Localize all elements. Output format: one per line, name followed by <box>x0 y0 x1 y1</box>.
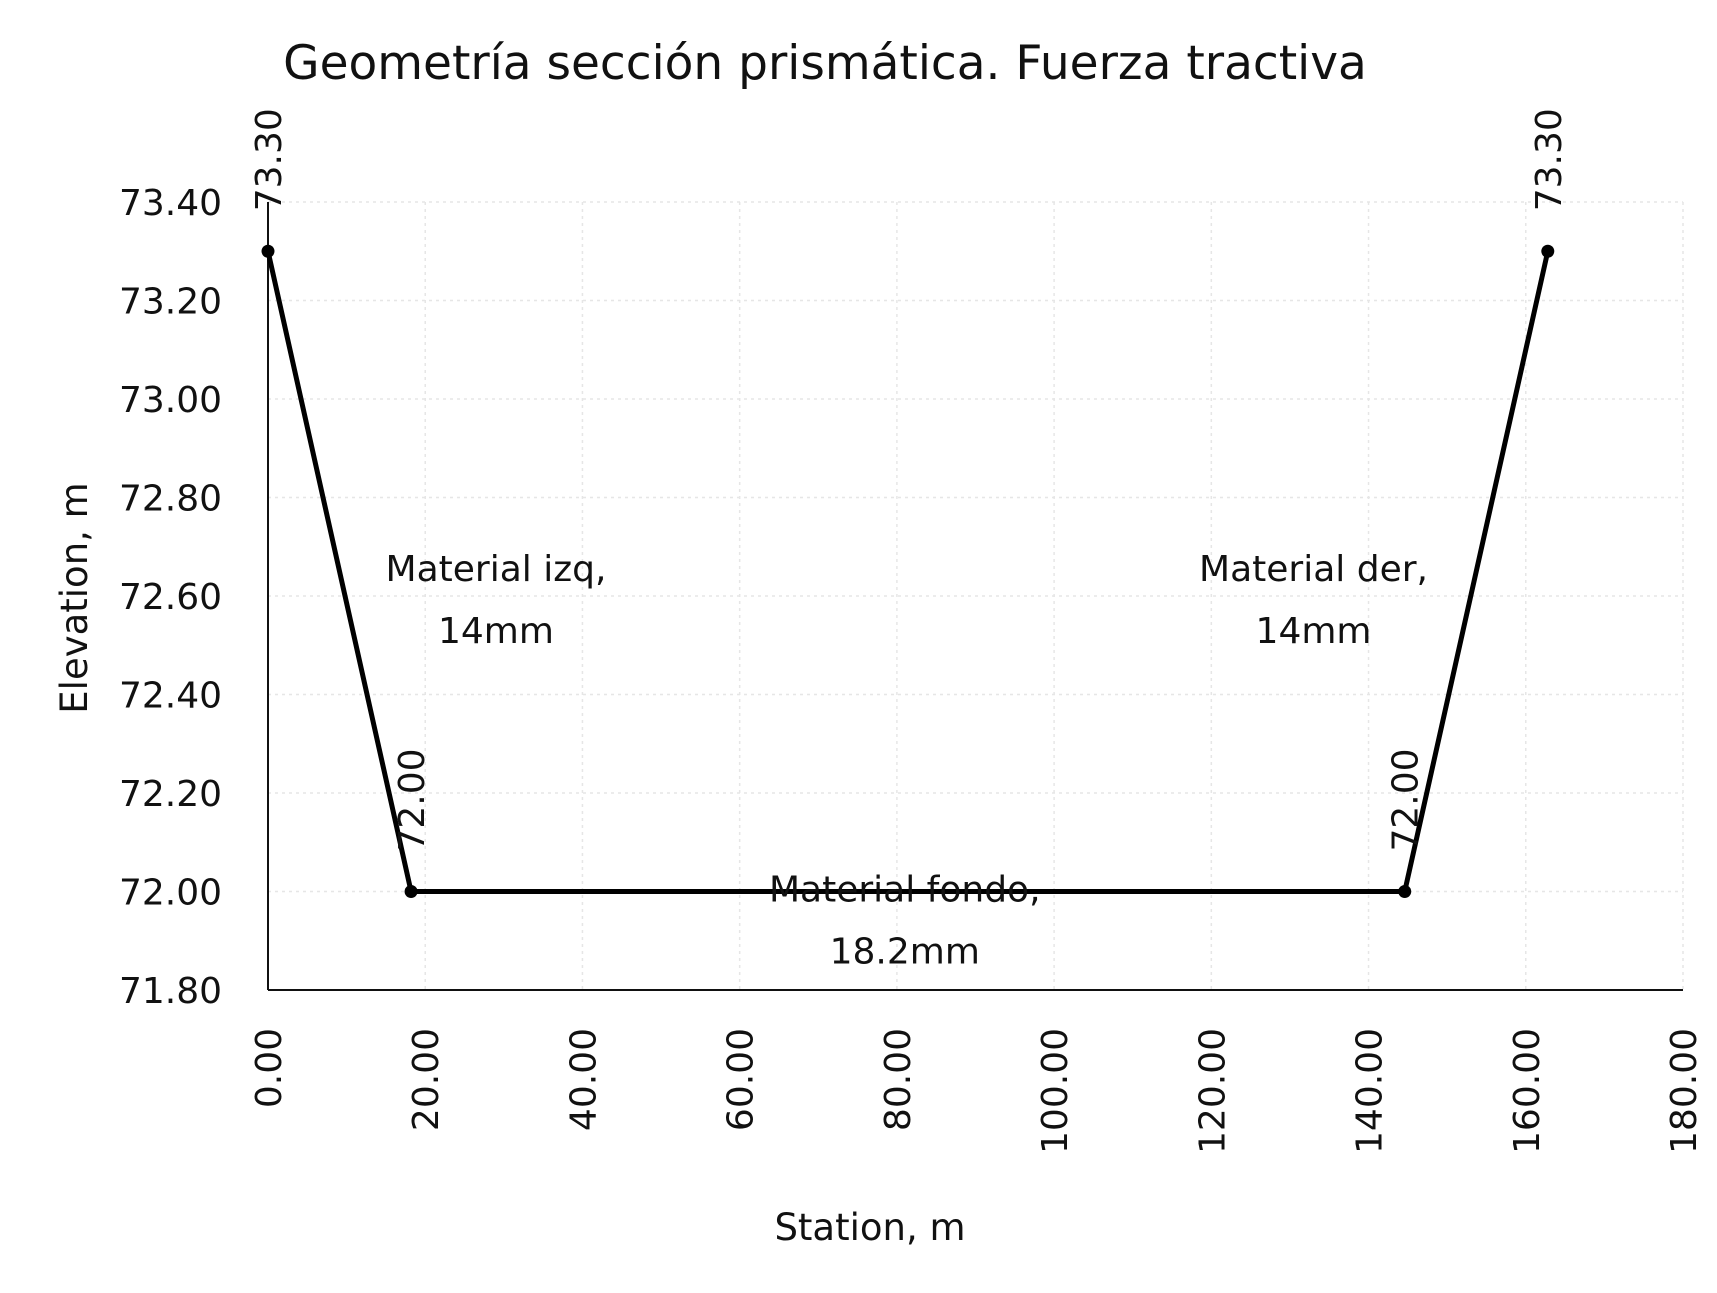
data-point <box>404 885 418 898</box>
series-line <box>265 250 1551 894</box>
data-labels: 73.30 72.00 72.00 73.30 <box>249 108 1570 851</box>
y-tick-label: 72.80 <box>119 479 222 520</box>
y-axis-title: Elevation, m <box>53 482 96 713</box>
annotation-line: Material izq, <box>386 549 607 590</box>
annotation-line: Material fondo, <box>769 869 1041 910</box>
axes <box>267 202 1683 991</box>
y-tick-label: 72.40 <box>119 676 222 717</box>
annotation-line: 18.2mm <box>830 931 980 972</box>
x-axis-title: Station, m <box>774 1206 965 1249</box>
data-label: 73.30 <box>1529 108 1570 211</box>
annotation: Material fondo, 18.2mm <box>769 869 1041 972</box>
x-tick-label: 20.00 <box>406 1028 447 1131</box>
x-tick-label: 160.00 <box>1507 1028 1548 1154</box>
y-tick-label: 71.80 <box>119 971 222 1012</box>
annotation-line: 14mm <box>1256 611 1372 652</box>
y-tick-label: 72.00 <box>119 873 222 914</box>
y-tick-labels: 71.80 72.00 72.20 72.40 72.60 72.80 73.00 73.20… <box>119 183 222 1012</box>
data-point <box>261 244 275 258</box>
x-tick-label: 120.00 <box>1192 1028 1233 1154</box>
annotation: Material der, 14mm <box>1199 549 1428 652</box>
x-tick-labels: 0.00 20.00 40.00 60.00 80.00 100.00 120.00 140.… <box>249 1028 1705 1154</box>
data-label: 73.30 <box>249 108 290 211</box>
data-point <box>1398 885 1412 898</box>
y-tick-label: 73.40 <box>119 183 222 224</box>
x-tick-label: 100.00 <box>1035 1028 1076 1154</box>
y-tick-label: 73.20 <box>119 282 222 323</box>
x-tick-label: 180.00 <box>1664 1028 1705 1154</box>
y-tick-label: 72.60 <box>119 577 222 618</box>
chart-title: Geometría sección prismática. Fuerza tra… <box>283 36 1367 91</box>
y-tick-label: 72.20 <box>119 774 222 815</box>
annotation-line: Material der, <box>1199 549 1428 590</box>
x-tick-label: 140.00 <box>1350 1028 1391 1154</box>
annotation-line: 14mm <box>438 611 554 652</box>
x-tick-label: 80.00 <box>878 1028 919 1131</box>
data-label: 72.00 <box>392 748 433 851</box>
data-label: 72.00 <box>1386 748 1427 851</box>
annotation: Material izq, 14mm <box>386 549 607 652</box>
x-tick-label: 60.00 <box>721 1028 762 1131</box>
x-tick-label: 0.00 <box>249 1028 290 1108</box>
data-point <box>1541 244 1555 258</box>
series <box>261 244 1555 898</box>
x-tick-label: 40.00 <box>563 1028 604 1131</box>
y-tick-label: 73.00 <box>119 380 222 421</box>
